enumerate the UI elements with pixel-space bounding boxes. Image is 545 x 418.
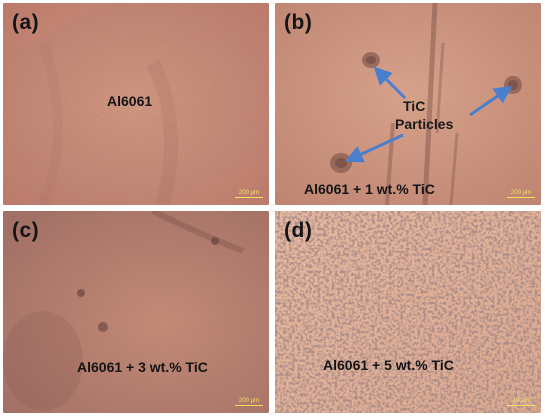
panel-c-caption: Al6061 + 3 wt.% TiC bbox=[77, 359, 208, 375]
arrow-to-particle-1 bbox=[373, 66, 407, 100]
panel-d-label: (d) bbox=[284, 219, 313, 242]
arrow-to-particle-3 bbox=[344, 133, 404, 163]
panel-b-scalebar: 200 µm bbox=[507, 190, 535, 198]
panel-c-scale-line bbox=[235, 405, 263, 406]
panel-c-micrograph: (c) Al6061 + 3 wt.% TiC 200 µm bbox=[3, 211, 269, 413]
panel-d-caption: Al6061 + 5 wt.% TiC bbox=[323, 357, 454, 373]
panel-b-label: (b) bbox=[284, 11, 313, 34]
panel-a-scale-label: 200 µm bbox=[238, 190, 260, 196]
panel-b-scale-label: 200 µm bbox=[510, 190, 532, 196]
panel-d-scale-label: 10 µm bbox=[512, 398, 530, 404]
panel-a-label: (a) bbox=[12, 11, 40, 34]
panel-a-scalebar: 200 µm bbox=[235, 190, 263, 198]
panel-c-scale-label: 200 µm bbox=[238, 398, 260, 404]
panel-a-texture bbox=[3, 3, 269, 205]
panel-c-texture bbox=[3, 211, 269, 413]
panel-d-micrograph: (d) Al6061 + 5 wt.% TiC 10 µm bbox=[275, 211, 541, 413]
panel-d-texture bbox=[275, 211, 541, 413]
panel-c-label: (c) bbox=[12, 219, 40, 242]
panel-b-texture bbox=[275, 3, 541, 205]
panel-b-scale-line bbox=[507, 197, 535, 198]
panel-a-caption: Al6061 bbox=[107, 93, 153, 109]
panel-d-scale-line bbox=[507, 405, 535, 406]
panel-a-micrograph: (a) Al6061 200 µm bbox=[3, 3, 269, 205]
tic-annotation-line2: Particles bbox=[395, 116, 454, 132]
tic-annotation-line1: TiC bbox=[403, 98, 426, 114]
arrow-to-particle-2 bbox=[469, 85, 513, 117]
panel-b-caption: Al6061 + 1 wt.% TiC bbox=[304, 181, 435, 197]
panel-b-micrograph: (b) TiC Particles Al6061 + 1 wt.% TiC 20… bbox=[275, 3, 541, 205]
panel-a-scale-line bbox=[235, 197, 263, 198]
panel-d-scalebar: 10 µm bbox=[507, 398, 535, 406]
particle-arrows bbox=[344, 66, 513, 163]
panel-c-scalebar: 200 µm bbox=[235, 398, 263, 406]
